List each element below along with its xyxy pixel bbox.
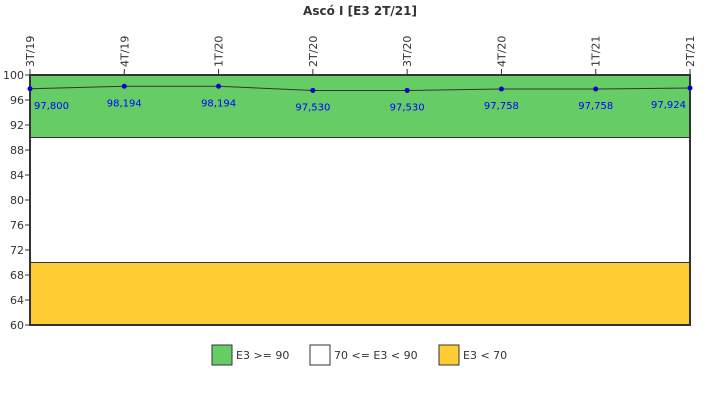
data-label: 97,924 [651, 100, 686, 111]
chart-title: Ascó I [E3 2T/21] [303, 4, 417, 18]
y-tick-label: 68 [10, 269, 24, 282]
data-point [498, 86, 504, 92]
y-tick-label: 88 [10, 144, 24, 157]
y-tick-label: 84 [10, 169, 24, 182]
x-tick-label: 3T/20 [401, 36, 414, 67]
legend-label: E3 < 70 [463, 349, 507, 362]
data-point [593, 86, 599, 92]
data-label: 98,194 [107, 98, 142, 109]
data-point [121, 83, 127, 89]
y-tick-label: 100 [3, 69, 24, 82]
band-1 [29, 137, 691, 263]
y-tick-label: 92 [10, 119, 24, 132]
data-label: 97,530 [390, 102, 425, 113]
y-tick-label: 76 [10, 219, 24, 232]
data-point [687, 85, 693, 91]
legend-swatch [309, 344, 331, 366]
data-point [404, 87, 410, 93]
data-label: 97,530 [295, 102, 330, 113]
band-0 [29, 74, 691, 138]
legend-label: E3 >= 90 [236, 349, 289, 362]
data-label: 97,758 [578, 101, 613, 112]
data-point [27, 86, 33, 92]
band-2 [29, 262, 691, 326]
x-tick-label: 3T/19 [24, 36, 37, 67]
data-label: 97,800 [34, 101, 69, 112]
data-point [216, 83, 222, 89]
data-label: 98,194 [201, 98, 236, 109]
legend-swatch [211, 344, 233, 366]
y-tick-label: 60 [10, 319, 24, 332]
y-tick-label: 80 [10, 194, 24, 207]
x-tick-label: 4T/20 [495, 36, 508, 67]
data-label: 97,758 [484, 101, 519, 112]
y-tick-label: 96 [10, 94, 24, 107]
y-tick-label: 72 [10, 244, 24, 257]
data-point [310, 87, 316, 93]
series-line [29, 85, 691, 91]
y-tick-label: 64 [10, 294, 24, 307]
x-tick-label: 2T/21 [684, 36, 697, 67]
x-tick-label: 1T/20 [213, 36, 226, 67]
legend-swatch [438, 344, 460, 366]
x-tick-label: 1T/21 [590, 36, 603, 67]
legend-label: 70 <= E3 < 90 [334, 349, 418, 362]
x-tick-label: 2T/20 [307, 36, 320, 67]
x-tick-label: 4T/19 [118, 36, 131, 67]
